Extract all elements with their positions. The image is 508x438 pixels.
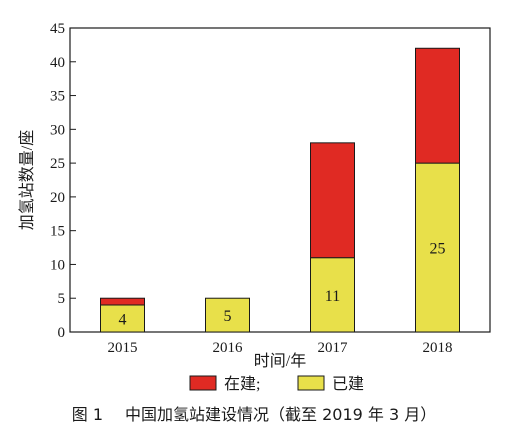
y-tick-label: 0 — [58, 325, 66, 341]
legend-swatch — [297, 375, 325, 391]
legend: 在建; 已建 — [189, 375, 364, 393]
data-label: 25 — [430, 241, 446, 258]
bar-segment-built — [100, 304, 145, 333]
data-label: 5 — [224, 308, 232, 325]
legend-label: 已建 — [332, 375, 364, 393]
legend-label: 在建; — [224, 375, 260, 393]
data-label: 4 — [119, 311, 127, 328]
x-tick-label: 2018 — [423, 340, 453, 356]
figure-caption-text: 中国加氢站建设情况（截至 2019 年 3 月） — [125, 405, 437, 424]
x-tick-label: 2017 — [318, 340, 349, 356]
x-tick-label: 2016 — [213, 340, 244, 356]
y-tick-label: 35 — [50, 89, 65, 105]
y-tick-label: 45 — [50, 21, 65, 37]
plot-area-frame — [69, 27, 491, 333]
y-tick-label: 25 — [50, 156, 65, 172]
y-tick-label: 10 — [50, 257, 65, 273]
y-tick-label: 5 — [58, 291, 66, 307]
bar-segment-under-construction — [310, 142, 355, 259]
y-tick-label: 40 — [50, 55, 65, 71]
bar-segment-under-construction — [415, 47, 460, 164]
y-axis: 0 5 10 15 20 25 30 35 40 45 — [50, 21, 76, 341]
x-axis: 2015 2016 2017 2018 — [108, 327, 453, 356]
figure-caption: 图 1 中国加氢站建设情况（截至 2019 年 3 月） — [0, 400, 508, 430]
figure-number: 图 1 — [71, 405, 104, 424]
legend-swatch — [189, 375, 217, 391]
x-axis-title: 时间/年 — [254, 352, 306, 370]
bar-segment-built — [205, 297, 250, 333]
bar-segment-under-construction — [100, 297, 145, 306]
x-tick-label: 2015 — [108, 340, 138, 356]
y-axis-title: 加氢站数量/座 — [18, 130, 36, 230]
data-labels: 4 5 11 25 — [119, 241, 446, 329]
bar-segment-built — [415, 162, 460, 333]
data-label: 11 — [325, 288, 340, 305]
y-tick-label: 30 — [50, 122, 65, 138]
bars — [100, 47, 460, 333]
y-tick-label: 20 — [50, 190, 65, 206]
bar-segment-built — [310, 257, 355, 333]
y-tick-label: 15 — [50, 224, 65, 240]
